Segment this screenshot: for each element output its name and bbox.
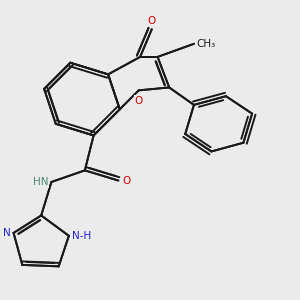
Text: N: N xyxy=(3,228,11,238)
Text: CH₃: CH₃ xyxy=(197,39,216,49)
Text: O: O xyxy=(123,176,131,185)
Text: HN: HN xyxy=(33,177,49,187)
Text: O: O xyxy=(135,96,143,106)
Text: N-H: N-H xyxy=(72,231,91,241)
Text: O: O xyxy=(148,16,156,26)
